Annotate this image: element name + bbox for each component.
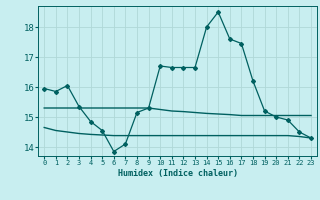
X-axis label: Humidex (Indice chaleur): Humidex (Indice chaleur)	[118, 169, 238, 178]
